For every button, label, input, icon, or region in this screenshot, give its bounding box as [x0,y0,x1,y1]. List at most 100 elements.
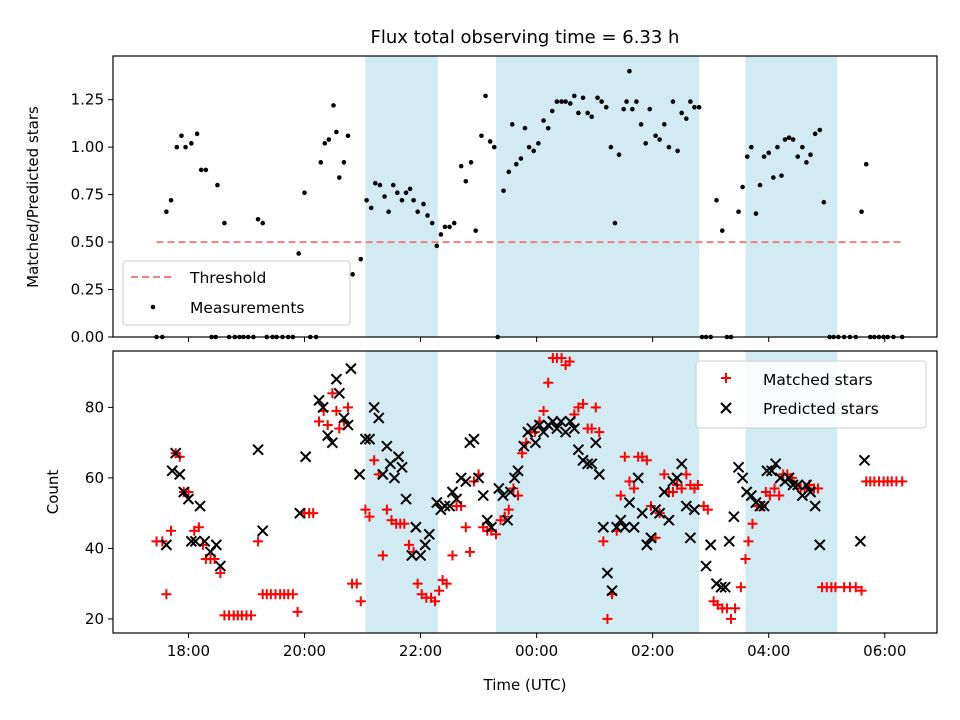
matched-star-point [334,423,345,434]
counts-legend: Matched stars Predicted stars [695,360,927,429]
predicted-cross-b [568,422,581,435]
predicted-star-point [663,514,675,526]
matched-star-point [430,596,441,607]
predicted-cross-b [299,451,312,463]
matched-star-point [364,511,375,522]
predicted-star-point [182,493,195,505]
measurement-point [744,154,750,159]
predicted-star-point [619,521,631,533]
predicted-cross-b [704,539,717,551]
predicted-cross-b [477,489,489,502]
measurement-point [174,144,180,150]
measurement-point [567,101,573,106]
measurement-point [318,160,324,165]
predicted-cross-b [512,465,524,477]
counts-axes: 20 40 60 80 18:00 20:00 22:00 00:00 02:00 04:00 06… [85,350,938,660]
predicted-cross-b [628,521,640,533]
matched-star-point [726,613,736,624]
predicted-star-point [518,440,530,452]
predicted-cross-b [214,560,227,572]
predicted-star-point [715,581,727,593]
matched-star-point [602,613,613,624]
predicted-star-point [628,521,640,533]
measurement-point [522,125,528,131]
predicted-cross-b [593,468,605,481]
measurement-point [296,251,301,256]
measurement-point [531,148,537,154]
predicted-star-point [330,373,343,385]
measurement-point [804,160,809,165]
measurement-point [679,110,684,116]
predicted-cross-b [559,426,572,438]
predicted-star-point [321,429,334,442]
measurement-point [559,99,564,104]
y-tick-label: 0.00 [71,328,104,346]
measurement-point [403,190,409,196]
matched-star-point [327,388,338,399]
measurement-point [334,129,339,135]
measurement-point [779,173,784,178]
predicted-cross-b [572,443,585,456]
predicted-star-point [431,496,443,509]
predicted-star-point [537,426,550,438]
matched-legend-swatch [721,373,731,383]
measurement-point [411,197,416,203]
predicted-cross-b [581,458,594,470]
predicted-cross-b [423,528,435,541]
measurement-point [395,190,400,196]
measurement-point [696,104,702,110]
predicted-star-point [450,493,463,505]
predicted-cross-b [641,539,653,551]
predicted-star-point [653,507,666,519]
predicted-star-point [477,489,489,502]
predicted-cross-b [586,458,598,470]
measurement-point [653,133,658,139]
measurement-point [164,209,169,214]
predicted-cross-b [854,535,867,548]
matched-star-point [161,589,172,600]
predicted-cross-b [410,521,422,533]
measurement-point [513,161,519,167]
predicted-cross-b [765,465,778,477]
y-tick-label: 20 [85,610,104,628]
predicted-star-point [160,539,173,551]
predicted-star-point [671,472,683,484]
predicted-cross-b [481,514,493,526]
measurement-point [621,106,626,112]
predicted-star-point [373,412,385,424]
measurement-point [473,228,478,233]
predicted-cross-b [684,532,697,544]
predicted-star-point [641,539,653,551]
predicted-star-point [555,415,567,428]
matched-star-point [897,476,908,487]
measurement-point [589,114,595,120]
measurement-point [260,220,266,226]
predicted-star-point [410,521,422,533]
predicted-cross-b [189,535,202,548]
measurement-point [168,197,174,203]
measurement-point [554,99,560,104]
measurement-point [368,205,374,211]
predicted-star-point [792,479,804,491]
counts-panel: 20 40 60 80 18:00 20:00 22:00 00:00 02:00 04:00 06… [44,350,938,694]
matched-star-point [769,483,780,494]
matched-star-point [343,402,354,413]
predicted-cross-b [671,472,683,484]
predicted-cross-b [406,549,418,562]
predicted-star-point [166,465,178,477]
predicted-cross-b [321,429,334,442]
predicted-star-point [326,436,339,449]
measurement-point [657,137,662,142]
predicted-cross-b [783,472,795,484]
measurement-point [616,152,622,158]
ratio-axes: 0.00 0.25 0.50 0.75 1.00 1.25 [71,55,938,346]
predicted-star-point [551,422,563,435]
measurement-point [545,125,551,131]
matched-star-point [434,585,445,596]
predicted-cross-b [758,500,770,512]
measurement-point [576,110,581,116]
predicted-star-point [680,500,693,512]
predicted-cross-b [688,503,701,516]
predicted-cross-b [590,436,602,449]
y-tick-label: 1.00 [71,138,104,156]
